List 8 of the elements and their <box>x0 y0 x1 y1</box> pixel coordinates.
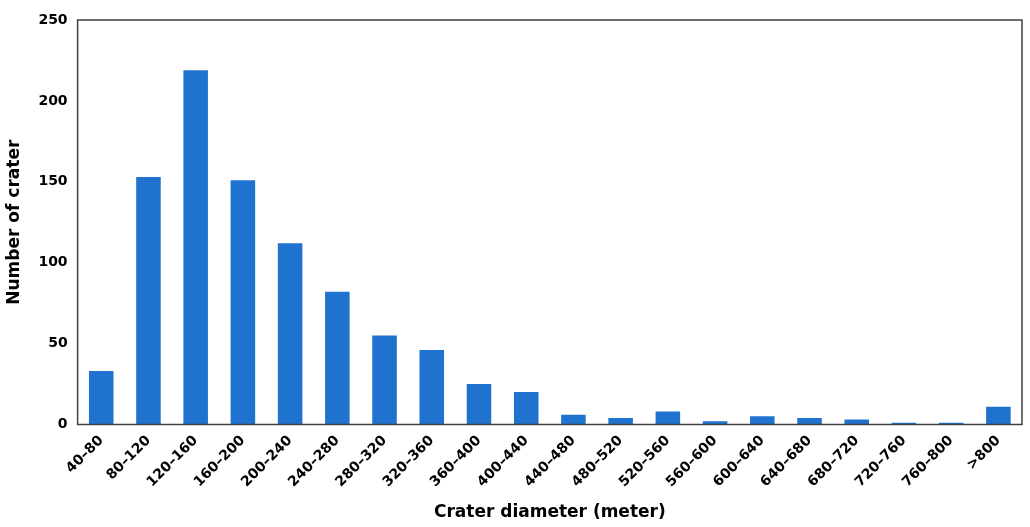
y-tick-label: 150 <box>38 172 68 189</box>
y-axis-title: Number of crater <box>2 139 23 305</box>
x-axis-title: Crater diameter (meter) <box>433 501 666 522</box>
y-tick-label: 0 <box>57 415 68 432</box>
y-tick-label: 50 <box>48 334 68 351</box>
y-tick-label: 200 <box>38 91 68 108</box>
y-tick-label: 250 <box>38 10 68 27</box>
y-tick-label: 100 <box>38 253 68 270</box>
